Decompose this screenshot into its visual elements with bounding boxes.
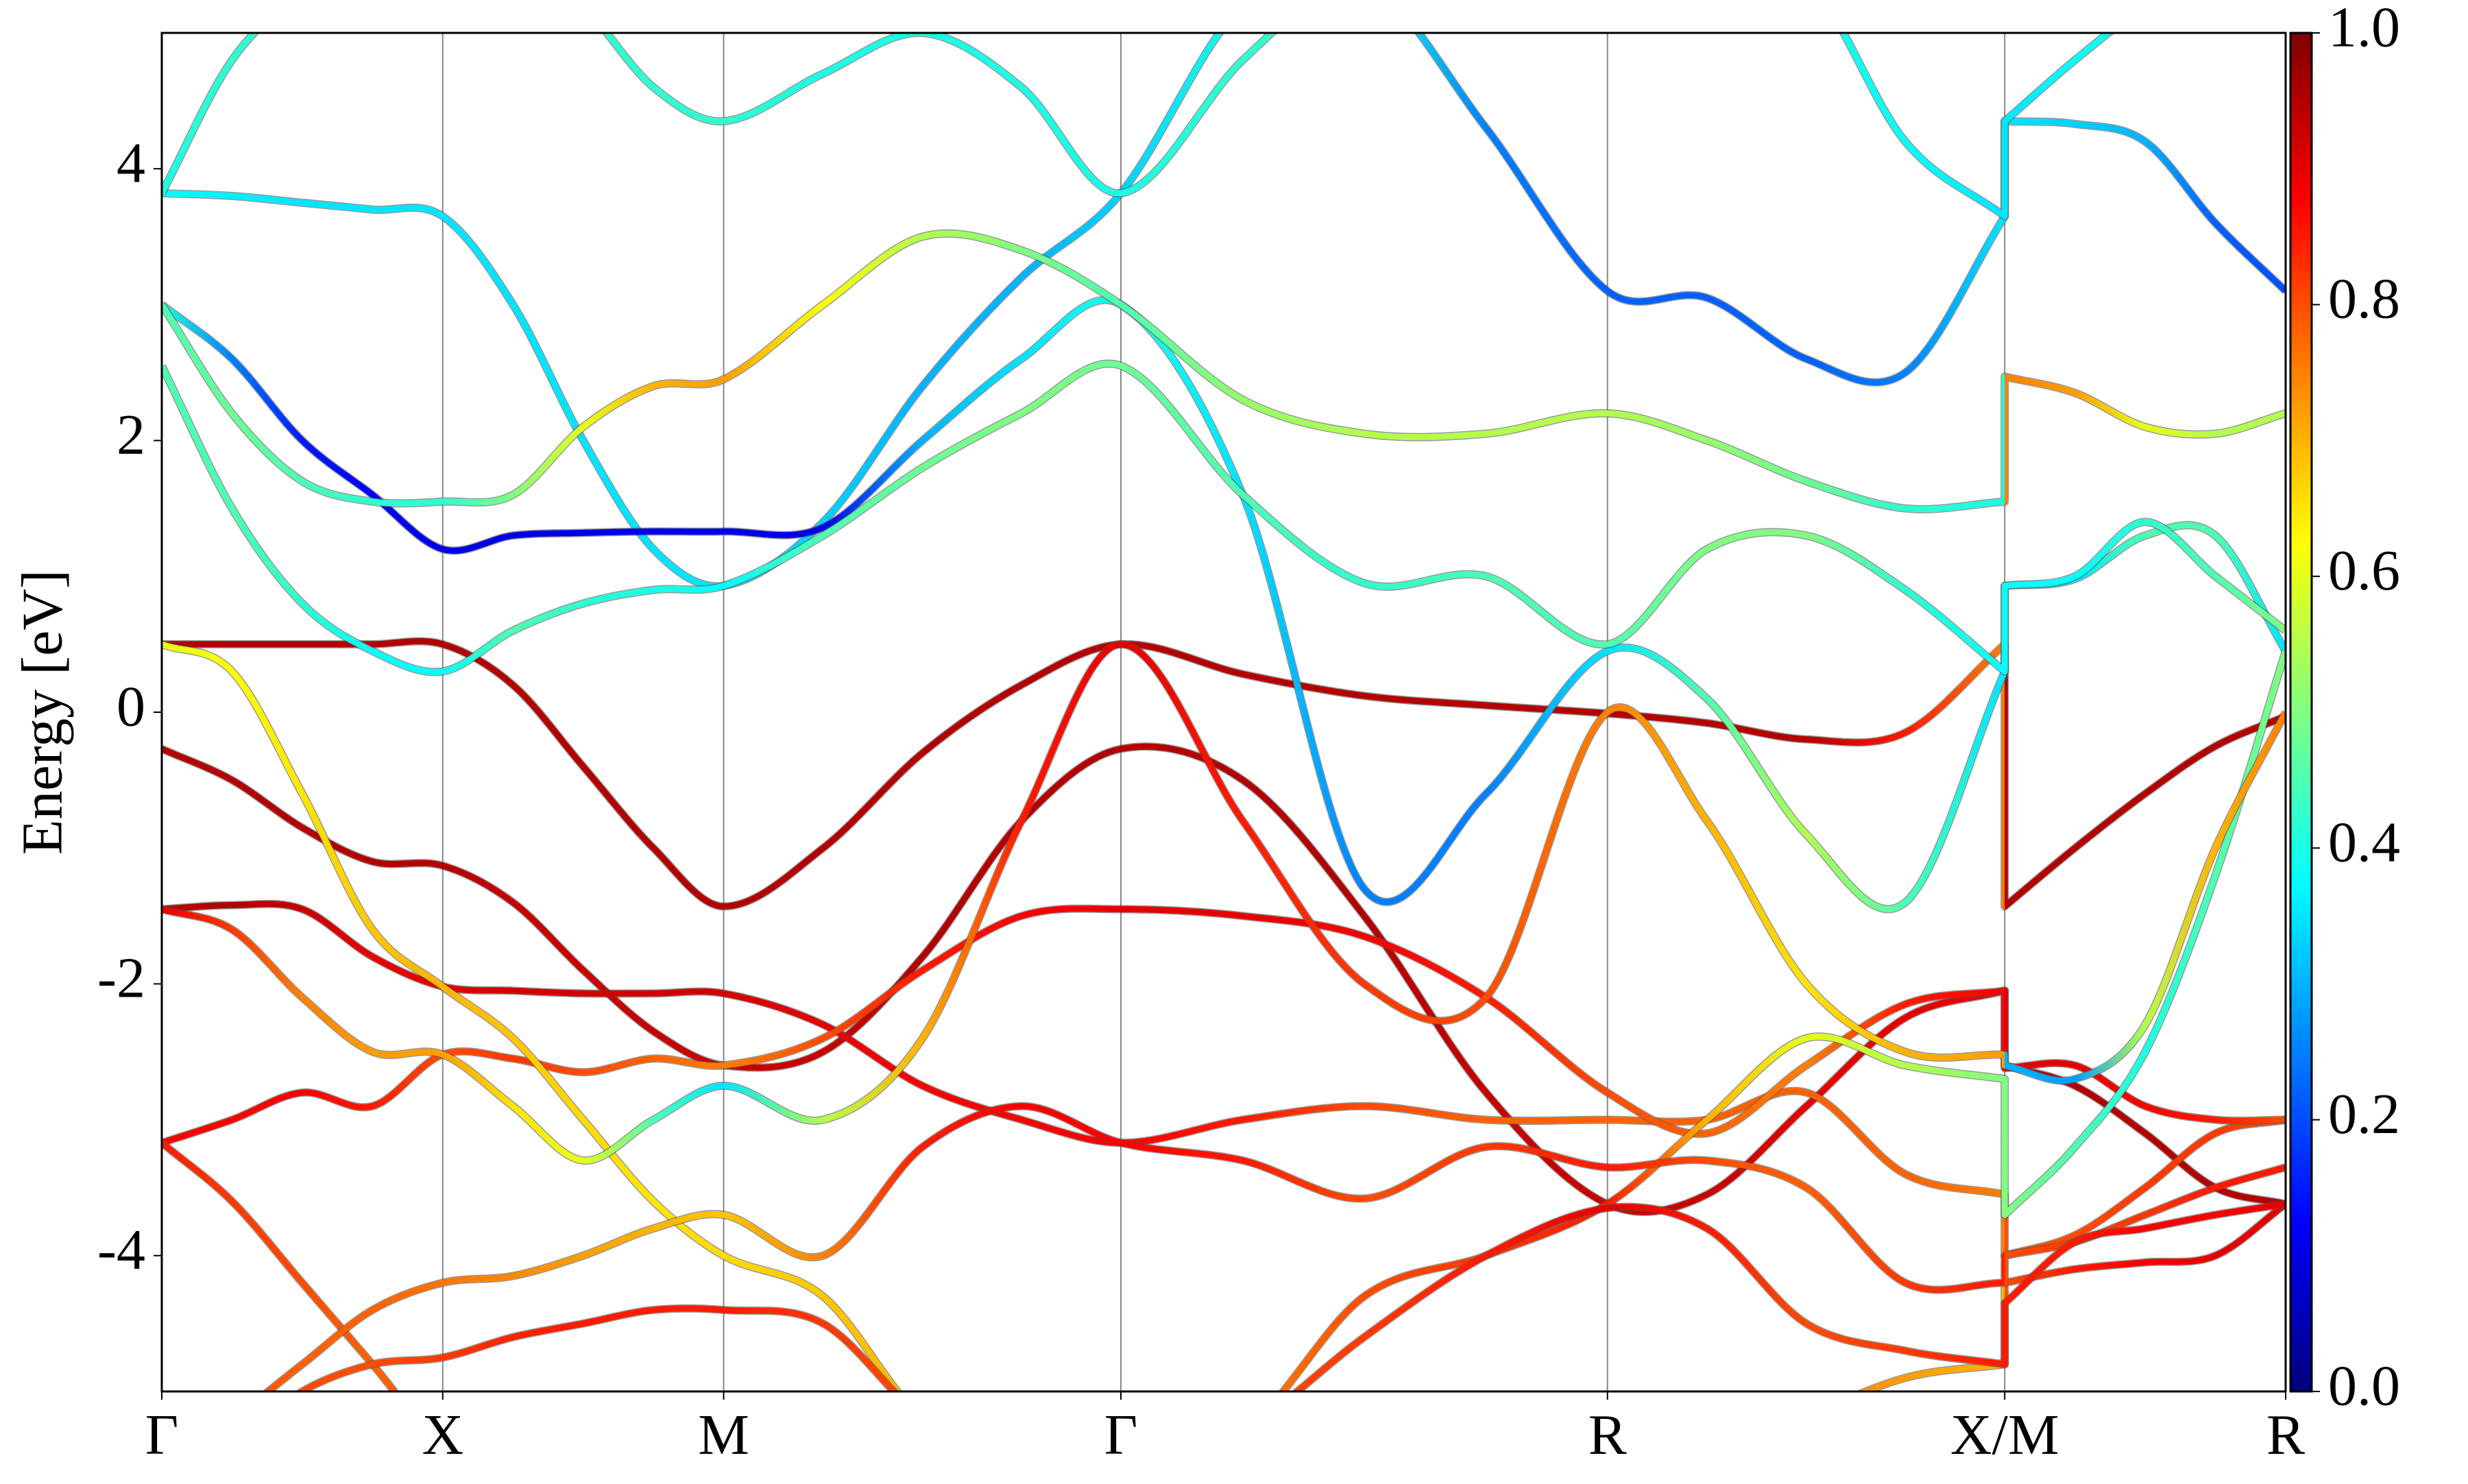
band	[162, 361, 2286, 675]
x-tick-label: M	[698, 1403, 749, 1467]
colorbar-tick-label: 1.0	[2328, 0, 2400, 59]
x-tick-label: R	[1588, 1403, 1627, 1467]
band	[162, 33, 2114, 220]
x-tick-label: Γ	[145, 1403, 179, 1467]
x-tick-label: Γ	[1104, 1403, 1138, 1467]
colorbar-tick-label: 0.4	[2328, 810, 2400, 874]
band	[296, 1201, 2286, 1391]
band	[162, 743, 2286, 1215]
y-axis-label: Energy [eV]	[10, 570, 74, 855]
y-tick-label: -4	[97, 1218, 145, 1282]
band	[162, 297, 2286, 912]
colorbar-tick-label: 0.8	[2328, 267, 2400, 331]
colorbar-tick-label: 0.2	[2328, 1082, 2400, 1146]
plot-frame	[160, 32, 2287, 1393]
band	[162, 641, 2286, 1164]
band	[162, 901, 2286, 1259]
colorbar-tick-label: 0.0	[2328, 1354, 2400, 1418]
band	[162, 230, 2286, 513]
y-tick-label: 2	[117, 403, 145, 467]
x-tick-label: R	[2266, 1403, 2305, 1467]
x-tick-label: X/M	[1950, 1403, 2059, 1467]
colorbar	[2289, 32, 2313, 1393]
band-outline	[162, 359, 2286, 677]
colorbar-tick-label: 0.6	[2328, 539, 2400, 603]
y-tick-label: 0	[117, 674, 145, 738]
band-outline	[162, 742, 2286, 1217]
band	[162, 1140, 2286, 1391]
band-outline	[162, 904, 2286, 1147]
band	[263, 1103, 2286, 1391]
y-tick-label: -2	[97, 947, 145, 1010]
x-tick-label: X	[422, 1403, 463, 1467]
band	[162, 33, 2286, 589]
bands	[162, 33, 2286, 1391]
y-tick-label: 4	[117, 131, 145, 195]
band	[162, 905, 2286, 1146]
band	[162, 641, 2286, 1391]
